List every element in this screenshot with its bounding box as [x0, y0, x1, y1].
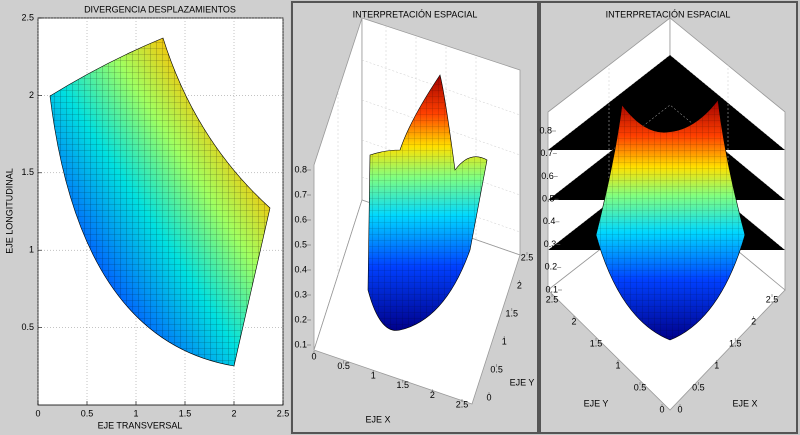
y-tick-label: 1 [615, 360, 620, 370]
z-tick-label: 0.4 [294, 264, 307, 274]
y-tick-label: 0.5 [634, 382, 647, 392]
x-tick-label: 2.5 [456, 399, 469, 409]
y-axis-label: EJE Y [510, 377, 535, 387]
y-axis-label: EJE Y [584, 398, 609, 408]
x-tick-label: 2 [751, 316, 756, 326]
z-tick-label: 0.3 [294, 289, 307, 299]
z-tick-label: 0.4 [543, 216, 556, 226]
z-tick-label: 0.1 [294, 339, 307, 349]
y-tick-label: 1.5 [21, 167, 34, 177]
chart-title: INTERPRETACIÓN ESPACIAL [353, 9, 478, 19]
z-tick-label: 0.7 [294, 189, 307, 199]
z-tick-label: 0.6 [294, 214, 307, 224]
y-tick-label: 1.5 [590, 338, 603, 348]
x-tick-label: 1.5 [729, 338, 742, 348]
y-tick-label: 1 [502, 336, 507, 346]
z-tick-label: 0.2 [294, 314, 307, 324]
x-tick-label: 2.5 [766, 294, 779, 304]
x-tick-label: 2.5 [277, 408, 290, 418]
y-tick-label: 2 [29, 90, 34, 100]
x-tick-label: 1.5 [179, 408, 192, 418]
x-tick-label: 0.5 [337, 361, 350, 371]
y-tick-label: 0 [659, 404, 664, 414]
z-tick-label: 0.7 [540, 148, 553, 158]
x-tick-label: 0 [677, 404, 682, 414]
y-tick-label: 1.5 [506, 308, 519, 318]
x-tick-label: 1 [371, 371, 376, 381]
x-tick-label: 1 [133, 408, 138, 418]
x-axis-label: EJE TRANSVERSAL [98, 420, 183, 430]
x-tick-label: 0 [311, 351, 316, 361]
z-tick-label: 0.2 [545, 262, 558, 272]
x-tick-label: 1 [714, 360, 719, 370]
surface [49, 37, 746, 367]
x-tick-label: 2 [231, 408, 236, 418]
chart-title: INTERPRETACIÓN ESPACIAL [606, 9, 731, 19]
z-tick-label: 0.8 [294, 164, 307, 174]
z-tick-label: 0.1 [545, 284, 558, 294]
y-tick-label: 0.5 [490, 364, 503, 374]
chart-title: DIVERGENCIA DESPLAZAMIENTOS [84, 4, 236, 14]
x-axis-label: EJE X [365, 414, 390, 424]
y-tick-label: 2 [517, 280, 522, 290]
y-tick-label: 1 [29, 245, 34, 255]
x-tick-label: 0.5 [81, 408, 94, 418]
y-tick-label: 2 [571, 316, 576, 326]
x-tick-label: 0 [35, 408, 40, 418]
z-tick-label: 0.5 [542, 194, 555, 204]
x-tick-label: 1.5 [397, 380, 410, 390]
y-axis-label: EJE LONGITUDINAL [4, 168, 14, 254]
z-tick-label: 0.3 [544, 239, 557, 249]
x-tick-label: 0.5 [692, 382, 705, 392]
y-tick-label: 0.5 [21, 322, 34, 332]
z-tick-label: 0.8 [539, 125, 552, 135]
z-tick-label: 0.5 [294, 239, 307, 249]
y-tick-label: 2.5 [546, 294, 559, 304]
y-tick-label: 2.5 [21, 12, 34, 22]
x-axis-label: EJE X [732, 398, 757, 408]
y-tick-label: 0 [486, 392, 491, 402]
z-tick-label: 0.6 [541, 171, 554, 181]
x-tick-label: 2 [430, 390, 435, 400]
y-tick-label: 2.5 [521, 252, 534, 262]
